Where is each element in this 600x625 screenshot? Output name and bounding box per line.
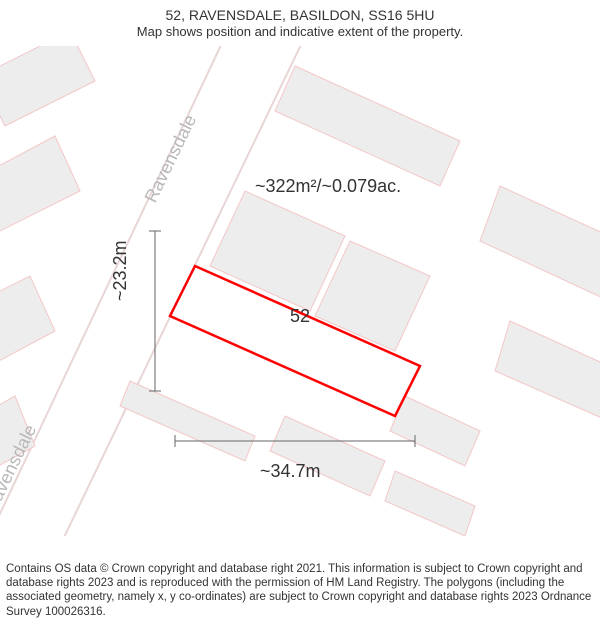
header: 52, RAVENSDALE, BASILDON, SS16 5HU Map s… bbox=[0, 0, 600, 41]
width-measurement-label: ~34.7m bbox=[260, 461, 321, 482]
page-title: 52, RAVENSDALE, BASILDON, SS16 5HU bbox=[0, 6, 600, 24]
copyright-footer: Contains OS data © Crown copyright and d… bbox=[6, 562, 594, 620]
height-measurement-label: ~23.2m bbox=[110, 240, 131, 301]
page-subtitle: Map shows position and indicative extent… bbox=[0, 24, 600, 41]
page-root: 52, RAVENSDALE, BASILDON, SS16 5HU Map s… bbox=[0, 0, 600, 625]
plot-number-label: 52 bbox=[290, 306, 310, 327]
area-measurement-label: ~322m²/~0.079ac. bbox=[255, 176, 401, 197]
map-area: ~322m²/~0.079ac. 52 ~23.2m ~34.7m Ravens… bbox=[0, 46, 600, 536]
